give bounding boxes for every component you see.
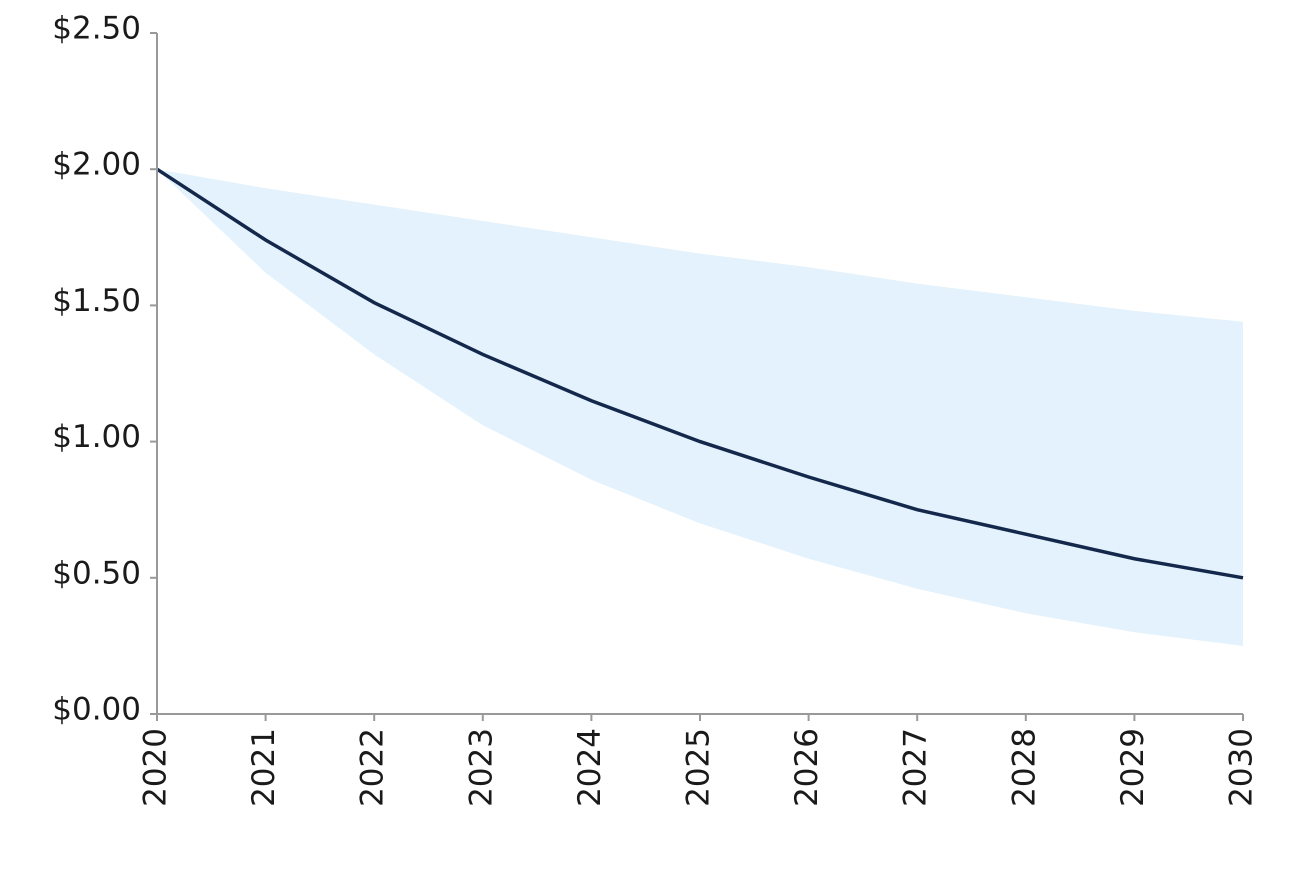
- y-tick-label: $2.50: [52, 11, 141, 47]
- y-tick-label: $1.00: [52, 419, 141, 455]
- x-tick-label: 2029: [1115, 728, 1151, 807]
- x-tick-label: 2027: [898, 728, 934, 807]
- y-tick-label: $2.00: [52, 147, 141, 183]
- y-tick-label: $1.50: [52, 283, 141, 319]
- x-tick-label: 2022: [355, 728, 391, 807]
- y-tick-label: $0.00: [52, 692, 141, 728]
- x-tick-label: 2028: [1006, 728, 1042, 807]
- y-tick-label: $0.50: [52, 555, 141, 591]
- x-tick-label: 2023: [463, 728, 499, 807]
- x-tick-label: 2024: [572, 728, 608, 807]
- band: [157, 169, 1243, 646]
- x-tick-label: 2020: [138, 728, 174, 807]
- x-tick-label: 2021: [246, 728, 282, 807]
- x-tick-label: 2030: [1224, 728, 1260, 807]
- x-tick-label: 2026: [789, 728, 825, 807]
- line: [156, 167, 1244, 580]
- x-tick-label: 2025: [681, 728, 717, 807]
